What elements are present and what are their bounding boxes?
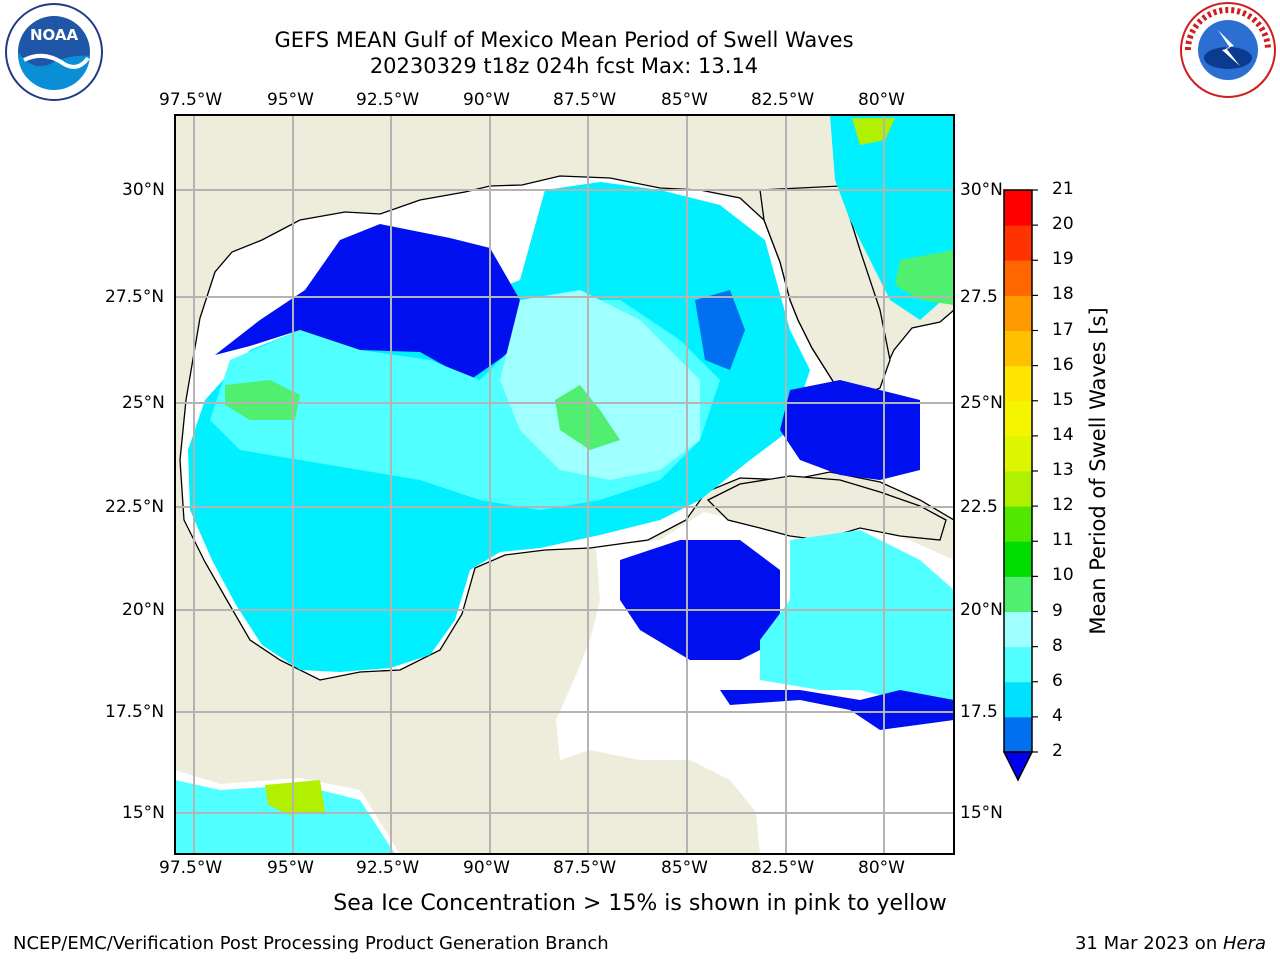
lat-label-right: 17.5 [960, 702, 998, 722]
colorbar-tick-label: 6 [1052, 670, 1063, 691]
lat-label-left: 30°N [122, 180, 165, 200]
colorbar-tick-label: 13 [1052, 460, 1074, 480]
run-date: 31 Mar 2023 on Hera [1075, 933, 1266, 954]
lat-label-left: 15°N [122, 803, 165, 823]
colorbar-tick-label: 2 [1052, 741, 1063, 761]
lon-label-bottom: 92.5°W [356, 858, 420, 878]
swell-field-blue-florida [695, 290, 745, 370]
lon-label-bottom: 95°W [267, 858, 314, 878]
colorbar-tick-label: 17 [1052, 319, 1074, 340]
lat-label-right: 30°N [960, 180, 1003, 200]
lat-label-left: 17.5°N [105, 702, 165, 722]
credit-text: NCEP/EMC/Verification Post Processing Pr… [13, 933, 609, 954]
swell-field-caribbean-blue [720, 690, 954, 730]
colorbar-tick-label: 21 [1052, 179, 1074, 199]
colorbar-band [1004, 541, 1032, 577]
lat-label-right: 22.5 [960, 497, 998, 517]
colorbar-band [1004, 365, 1032, 402]
swell-field-green [225, 380, 300, 420]
colorbar-band [1004, 646, 1032, 683]
lat-label-left: 22.5°N [105, 497, 165, 517]
colorbar-tick-label: 4 [1052, 705, 1063, 726]
swell-field-caribbean [760, 530, 954, 700]
lat-label-right: 25°N [960, 393, 1003, 413]
colorbar-extend-arrow [1002, 751, 1034, 782]
lat-label-left: 27.5°N [105, 287, 165, 307]
lat-label-right: 15°N [960, 803, 1003, 823]
map-panel [175, 115, 954, 854]
run-date-text: 31 Mar 2023 on [1074, 933, 1223, 954]
colorbar-band [1004, 260, 1032, 296]
lon-label-top: 85°W [661, 90, 708, 110]
lon-label-top: 92.5°W [356, 90, 420, 110]
colorbar-tick-label: 10 [1052, 565, 1074, 586]
graticule [175, 115, 954, 854]
lon-label-top: 95°W [267, 90, 314, 110]
lat-label-left: 25°N [122, 393, 165, 413]
lon-label-top: 97.5°W [159, 90, 223, 110]
colorbar [1002, 189, 1038, 782]
map-frame [174, 114, 955, 855]
lat-label-right: 20°N [960, 600, 1003, 620]
lon-label-top: 82.5°W [751, 90, 815, 110]
colorbar-band [1004, 716, 1032, 753]
colorbar-tick-label: 18 [1052, 284, 1074, 305]
colorbar-band [1004, 435, 1032, 472]
lat-label-left: 20°N [122, 600, 165, 620]
lon-label-bottom: 90°W [463, 858, 510, 878]
colorbar-band [1004, 400, 1032, 437]
lon-label-bottom: 82.5°W [751, 858, 815, 878]
swell-field-pacific-yellow [265, 780, 325, 815]
host-name: Hera [1222, 933, 1266, 954]
colorbar-band [1004, 190, 1032, 226]
colorbar-band [1004, 681, 1032, 718]
colorbar-tick-label: 20 [1052, 214, 1074, 235]
colorbar-tick-label: 11 [1052, 530, 1074, 551]
colorbar-tick-label: 9 [1052, 600, 1063, 621]
colorbar-band [1004, 506, 1032, 542]
colorbar-tick-label: 15 [1052, 389, 1074, 410]
colorbar-band [1004, 225, 1032, 261]
lon-label-bottom: 80°W [858, 858, 905, 878]
lat-label-right: 27.5 [960, 287, 998, 307]
swell-field-paler [500, 290, 700, 480]
colorbar-band [1004, 295, 1032, 331]
swell-field-yucatan-blue [620, 540, 780, 660]
noaa-logo: NOAA [5, 3, 103, 101]
lon-label-bottom: 87.5°W [553, 858, 617, 878]
lon-label-bottom: 85°W [661, 858, 708, 878]
lon-label-top: 90°W [463, 90, 510, 110]
colorbar-band [1004, 471, 1032, 507]
swell-field-blue [215, 224, 520, 380]
colorbar-tick-label: 16 [1052, 354, 1074, 375]
noaa-logo-text: NOAA [30, 26, 79, 44]
colorbar-band [1004, 611, 1032, 648]
ice-note: Sea Ice Concentration > 15% is shown in … [333, 891, 947, 916]
colorbar-tick-label: 8 [1052, 635, 1063, 656]
lon-label-top: 87.5°W [553, 90, 617, 110]
colorbar-label: Mean Period of Swell Waves [s] [1086, 307, 1110, 635]
swell-field-pacific [175, 780, 395, 854]
lon-label-bottom: 97.5°W [159, 858, 223, 878]
colorbar-tick-label: 12 [1052, 495, 1074, 516]
colorbar-tick-label: 19 [1052, 249, 1074, 270]
colorbar-tick-label: 14 [1052, 424, 1074, 445]
nws-logo [1180, 2, 1276, 98]
map-subtitle: 20230329 t18z 024h fcst Max: 13.14 [369, 54, 759, 78]
map-title: GEFS MEAN Gulf of Mexico Mean Period of … [274, 28, 854, 52]
colorbar-band [1004, 330, 1032, 367]
swell-field-atlantic-green [895, 250, 954, 305]
colorbar-band [1004, 576, 1032, 612]
lon-label-top: 80°W [858, 90, 905, 110]
